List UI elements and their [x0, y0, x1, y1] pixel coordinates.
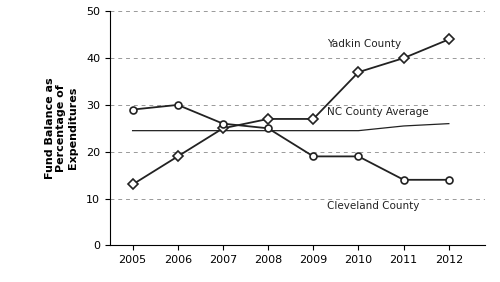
Y-axis label: Fund Balance as
Percentage of
Expenditures: Fund Balance as Percentage of Expenditur…	[44, 78, 78, 179]
Text: Yadkin County: Yadkin County	[327, 39, 401, 49]
Text: Cleveland County: Cleveland County	[327, 201, 419, 211]
Text: NC County Average: NC County Average	[327, 107, 428, 117]
